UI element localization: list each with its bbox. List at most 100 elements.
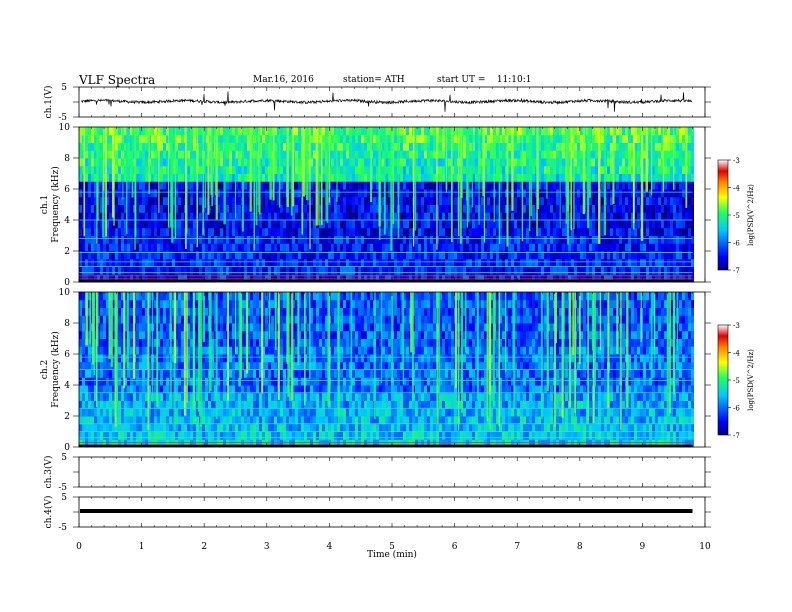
heatmap-cell [454, 142, 457, 151]
heatmap-cell [208, 212, 211, 221]
heatmap-cell [277, 134, 280, 143]
sferic-streak [269, 127, 272, 200]
heatmap-cell [337, 134, 340, 143]
heatmap-cell [484, 189, 487, 198]
heatmap-cell [541, 196, 544, 205]
heatmap-cell [190, 181, 193, 190]
heatmap-cell [178, 142, 181, 151]
heatmap-cell [139, 369, 142, 378]
heatmap-cell [307, 181, 310, 190]
heatmap-cell [478, 258, 481, 267]
heatmap-cell [532, 220, 535, 229]
heatmap-cell [118, 189, 121, 198]
heatmap-cell [142, 196, 145, 205]
heatmap-cell [217, 212, 220, 221]
heatmap-cell [502, 158, 505, 167]
heatmap-cell [490, 266, 493, 275]
heatmap-cell [655, 274, 658, 283]
heatmap-cell [304, 235, 307, 244]
heatmap-cell [673, 266, 676, 275]
heatmap-cell [646, 196, 649, 205]
heatmap-cell [415, 243, 418, 252]
heatmap-cell [88, 400, 91, 409]
heatmap-cell [520, 196, 523, 205]
heatmap-cell [493, 220, 496, 229]
heatmap-cell [94, 385, 97, 394]
heatmap-cell [166, 134, 169, 143]
heatmap-cell [85, 354, 88, 363]
heatmap-cell [553, 258, 556, 267]
heatmap-cell [115, 204, 118, 213]
heatmap-cell [595, 266, 598, 275]
heatmap-cell [232, 181, 235, 190]
heatmap-cell [94, 346, 97, 355]
sferic-streak [234, 127, 237, 219]
heatmap-cell [85, 369, 88, 378]
heatmap-cell [343, 150, 346, 159]
heatmap-cell [238, 204, 241, 213]
heatmap-cell [334, 243, 337, 252]
heatmap-cell [571, 204, 574, 213]
heatmap-cell [175, 127, 178, 136]
heatmap-cell [490, 274, 493, 283]
heatmap-cell [691, 127, 694, 136]
heatmap-cell [139, 243, 142, 252]
heatmap-cell [250, 212, 253, 221]
heatmap-cell [577, 266, 580, 275]
heatmap-cell [376, 212, 379, 221]
heatmap-cell [262, 189, 265, 198]
heatmap-cell [628, 235, 631, 244]
heatmap-cell [487, 173, 490, 182]
heatmap-cell [475, 196, 478, 205]
heatmap-cell [187, 165, 190, 174]
heatmap-cell [571, 243, 574, 252]
heatmap-cell [409, 212, 412, 221]
heatmap-cell [142, 251, 145, 260]
heatmap-cell [568, 258, 571, 267]
heatmap-cell [130, 408, 133, 417]
heatmap-cell [307, 196, 310, 205]
heatmap-cell [484, 235, 487, 244]
heatmap-cell [103, 408, 106, 417]
heatmap-cell [229, 251, 232, 260]
heatmap-cell [514, 181, 517, 190]
heatmap-cell [682, 142, 685, 151]
heatmap-cell [172, 127, 175, 136]
heatmap-cell [667, 227, 670, 236]
heatmap-cell [661, 258, 664, 267]
heatmap-cell [364, 173, 367, 182]
heatmap-cell [526, 134, 529, 143]
heatmap-cell [112, 338, 115, 347]
heatmap-cell [313, 212, 316, 221]
heatmap-cell [523, 134, 526, 143]
heatmap-cell [346, 274, 349, 283]
heatmap-cell [193, 142, 196, 151]
heatmap-cell [487, 134, 490, 143]
heatmap-cell [427, 181, 430, 190]
heatmap-cell [691, 251, 694, 260]
heatmap-cell [154, 173, 157, 182]
heatmap-cell [79, 431, 82, 440]
heatmap-cell [280, 212, 283, 221]
heatmap-cell [205, 189, 208, 198]
heatmap-cell [532, 266, 535, 275]
sferic-streak [215, 127, 218, 220]
heatmap-cell [79, 127, 82, 136]
heatmap-cell [292, 204, 295, 213]
heatmap-cell [373, 181, 376, 190]
heatmap-cell [430, 251, 433, 260]
heatmap-cell [148, 369, 151, 378]
heatmap-cell [370, 251, 373, 260]
heatmap-cell [541, 150, 544, 159]
heatmap-cell [430, 243, 433, 252]
sferic-streak [603, 127, 606, 236]
heatmap-cell [373, 212, 376, 221]
heatmap-cell [484, 134, 487, 143]
heatmap-cell [217, 220, 220, 229]
heatmap-cell [193, 251, 196, 260]
heatmap-cell [625, 173, 628, 182]
heatmap-cell [172, 150, 175, 159]
heatmap-cell [292, 235, 295, 244]
heatmap-cell [463, 220, 466, 229]
heatmap-cell [529, 142, 532, 151]
